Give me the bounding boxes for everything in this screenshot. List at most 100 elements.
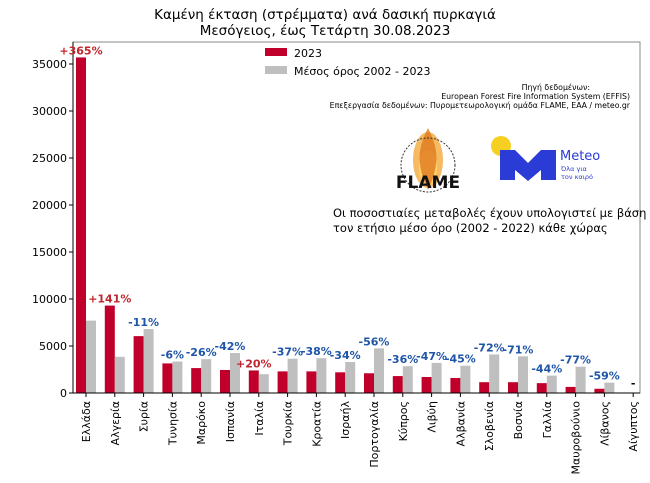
bars: [76, 57, 615, 394]
source-line-3: Επεξεργασία δεδομένων: Πυρομετεωρολογική…: [330, 101, 631, 110]
x-tick-label: Μαρόκο: [195, 401, 208, 445]
bar-2023: [392, 376, 403, 393]
bar-2023: [191, 368, 202, 393]
note-line-2: τον ετήσιο μέσο όρο (2002 - 2022) κάθε χ…: [333, 221, 608, 235]
percent-change-label: -: [631, 377, 636, 390]
percent-change-label: +365%: [59, 44, 102, 57]
percent-change-label: -34%: [330, 349, 361, 362]
x-tick-label: Ισραήλ: [339, 401, 352, 439]
percent-change-label: -36%: [387, 353, 418, 366]
bar-2023: [565, 386, 576, 393]
x-tick-label: Ιταλία: [253, 401, 266, 436]
percent-change-label: -26%: [186, 346, 217, 359]
bar-2023: [421, 377, 432, 393]
meteo-logo-name: Meteo: [560, 149, 600, 164]
bar-2023: [306, 371, 317, 393]
flame-logo: FLAME: [396, 128, 460, 193]
percent-change-label: -56%: [359, 335, 390, 348]
bar-2023: [220, 369, 230, 393]
bar-average: [374, 348, 384, 393]
flame-logo-text: FLAME: [396, 173, 460, 193]
bar-average: [460, 365, 471, 393]
bar-2023: [104, 305, 115, 393]
x-tick-label: Γαλλία: [541, 401, 554, 438]
percent-change-label: -77%: [560, 354, 591, 367]
x-tick-label: Τουρκία: [282, 401, 295, 446]
bar-average: [402, 366, 413, 393]
bar-2023: [277, 371, 288, 393]
x-tick-label: Τυνησία: [166, 401, 179, 446]
x-tick-label: Σλοβενία: [483, 401, 496, 451]
legend-swatch-2023: [265, 48, 287, 56]
percent-change-label: -11%: [128, 316, 159, 329]
percent-change-label: +141%: [88, 293, 131, 306]
y-tick-label: 10000: [32, 293, 67, 306]
x-tick-label: Συρία: [138, 401, 151, 432]
y-tick-label: 35000: [32, 58, 67, 71]
percent-change-label: -59%: [589, 370, 620, 383]
bar-average: [86, 320, 96, 393]
bar-average: [345, 361, 356, 393]
percent-change-label: -47%: [416, 350, 447, 363]
percent-change-label: -42%: [215, 340, 246, 353]
bar-average: [114, 356, 125, 393]
meteo-logo-tagline-1: Όλα για: [560, 165, 587, 173]
legend-label-2023: 2023: [294, 47, 322, 60]
chart-title: Καμένη έκταση (στρέμματα) ανά δασική πυρ…: [154, 7, 496, 23]
percent-change-label: -71%: [503, 343, 534, 356]
x-tick-label: Βοσνία: [512, 401, 525, 439]
bar-average: [431, 362, 442, 393]
x-tick-label: Λίβανος: [598, 401, 611, 446]
y-tick-label: 25000: [32, 152, 67, 165]
percent-change-label: -45%: [445, 353, 476, 366]
note: Οι ποσοστιαίες μεταβολές έχουν υπολογιστ…: [333, 206, 646, 235]
bar-average: [489, 354, 500, 393]
bar-average: [316, 358, 327, 393]
source-line-2: European Forest Fire Information System …: [441, 92, 630, 101]
source-line-1: Πηγή δεδομένων:: [522, 83, 590, 92]
percent-change-label: +20%: [236, 357, 272, 370]
x-tick-label: Λιβύη: [426, 401, 439, 433]
bar-2023: [364, 373, 374, 393]
percent-change-label: -37%: [272, 346, 303, 359]
bar-2023: [450, 377, 461, 393]
bar-2023: [508, 382, 518, 393]
bar-average: [258, 374, 269, 393]
bar-average: [201, 359, 212, 393]
bar-average: [575, 366, 586, 393]
x-tick-label: Κύπρος: [397, 401, 410, 441]
x-tick-label: Αίγυπτος: [627, 401, 640, 452]
bar-2023: [162, 363, 173, 393]
percent-labels: +365% +141% -11% -6% -26%-42% +20%-37%-38%-34…: [59, 44, 635, 390]
percent-change-label: -6%: [161, 349, 184, 362]
x-tick-label: Κροατία: [310, 401, 323, 447]
y-tick-label: 5000: [39, 340, 67, 353]
bar-average: [143, 329, 154, 393]
bar-average: [604, 382, 615, 393]
bar-average: [287, 358, 298, 393]
legend: 2023 Μέσος όρος 2002 - 2023: [265, 47, 430, 78]
y-tick-label: 20000: [32, 199, 67, 212]
meteo-logo: Meteo Όλα για τον καιρό: [491, 136, 600, 181]
x-tick-label: Μαυροβούνιο: [570, 401, 583, 475]
y-tick-label: 15000: [32, 246, 67, 259]
y-tick-label: 0: [60, 387, 67, 400]
y-axis: 0 5000 10000 15000 20000 25000 30000 35000: [32, 42, 74, 400]
bar-2023: [335, 372, 346, 393]
percent-change-label: -44%: [531, 363, 562, 376]
meteo-logo-tagline-2: τον καιρό: [561, 173, 593, 181]
bar-2023: [76, 57, 86, 394]
bar-average: [546, 375, 557, 393]
bar-average: [518, 356, 528, 393]
chart-subtitle: Μεσόγειος, έως Τετάρτη 30.08.2023: [200, 23, 451, 39]
y-tick-label: 30000: [32, 105, 67, 118]
legend-swatch-average: [265, 66, 287, 74]
percent-change-label: -38%: [301, 345, 332, 358]
bar-average: [230, 353, 240, 393]
x-tick-label: Πορτογαλία: [368, 401, 381, 468]
bar-2023: [536, 383, 547, 393]
x-tick-label: Ελλάδα: [80, 401, 93, 442]
x-tick-label: Ισπανία: [224, 401, 237, 442]
x-axis: Ελλάδα Αλγερία Συρία Τυνησία Μαρόκο Ισπανία Ιτ…: [73, 392, 640, 475]
